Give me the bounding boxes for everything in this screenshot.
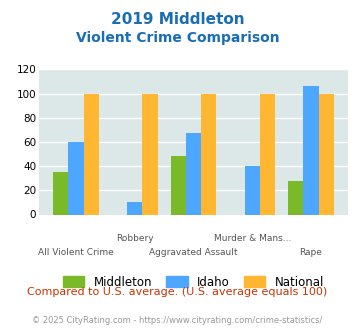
Bar [245, 166, 260, 214]
Bar [201, 93, 217, 214]
Bar [127, 202, 142, 214]
Text: 2019 Middleton: 2019 Middleton [111, 12, 244, 26]
Bar [260, 93, 275, 214]
Text: Murder & Mans...: Murder & Mans... [213, 234, 291, 243]
Bar [69, 142, 84, 214]
Text: Compared to U.S. average. (U.S. average equals 100): Compared to U.S. average. (U.S. average … [27, 287, 328, 297]
Text: Aggravated Assault: Aggravated Assault [149, 248, 238, 257]
Bar [318, 93, 334, 214]
Text: © 2025 CityRating.com - https://www.cityrating.com/crime-statistics/: © 2025 CityRating.com - https://www.city… [32, 315, 323, 325]
Bar [142, 93, 158, 214]
Bar [288, 181, 303, 214]
Text: Violent Crime Comparison: Violent Crime Comparison [76, 31, 279, 45]
Text: All Violent Crime: All Violent Crime [38, 248, 114, 257]
Legend: Middleton, Idaho, National: Middleton, Idaho, National [63, 276, 324, 288]
Bar [170, 156, 186, 214]
Bar [53, 172, 69, 215]
Bar [303, 86, 318, 214]
Text: Robbery: Robbery [116, 234, 154, 243]
Text: Rape: Rape [300, 248, 322, 257]
Bar [84, 93, 99, 214]
Bar [186, 133, 201, 214]
